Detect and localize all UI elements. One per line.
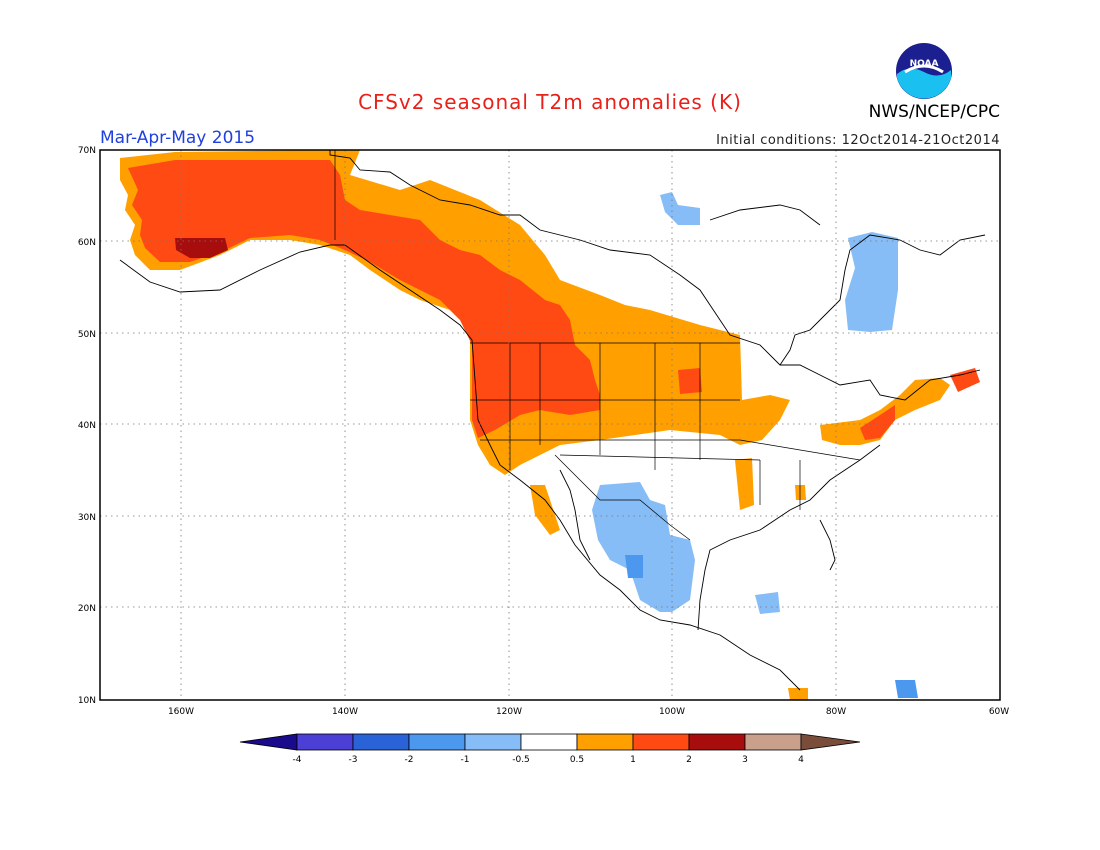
legend-arrow-left — [239, 733, 298, 751]
warm-region-east — [820, 378, 950, 445]
legend-tick: 0.5 — [570, 755, 584, 765]
legend-tick: -4 — [293, 755, 302, 765]
lat-label: 40N — [78, 421, 96, 431]
legend-tick: -2 — [405, 755, 414, 765]
warm-region-core — [128, 160, 600, 438]
legend-swatch — [464, 733, 522, 751]
chart-title: CFSv2 seasonal T2m anomalies (K) — [358, 90, 742, 114]
legend-arrow-right — [800, 733, 861, 751]
legend-tick: 2 — [686, 755, 692, 765]
cool-region-hudson — [845, 232, 898, 332]
coastlines — [119, 150, 986, 691]
lat-label: 30N — [78, 513, 96, 523]
warm-region-maritimes — [950, 368, 980, 392]
lon-label: 120W — [496, 707, 522, 717]
legend-tick: 1 — [630, 755, 636, 765]
warm-region-east-core — [860, 405, 895, 440]
legend-swatch — [296, 733, 354, 751]
logo-text: NOAA — [910, 59, 939, 69]
cool-region-caribbean — [755, 592, 780, 614]
noaa-logo: NOAA — [896, 43, 952, 99]
lon-label: 100W — [659, 707, 685, 717]
warm-region-gulf — [735, 458, 754, 510]
legend-tick: -3 — [349, 755, 358, 765]
axis-labels: 70N 60N 50N 40N 30N 20N 10N 160W 140W 12… — [78, 146, 1009, 717]
cool-region-mexico — [592, 482, 695, 612]
legend-swatch — [408, 733, 466, 751]
warm-region-dakota — [678, 368, 702, 394]
cool-region-south — [895, 680, 918, 698]
lat-label: 20N — [78, 604, 96, 614]
lon-label: 80W — [826, 707, 846, 717]
warm-region-south-tip — [788, 688, 808, 700]
initial-conditions-label: Initial conditions: 12Oct2014-21Oct2014 — [716, 133, 1000, 148]
lat-label: 70N — [78, 146, 96, 156]
cool-region-arctic — [660, 192, 700, 225]
political-borders — [334, 150, 861, 541]
legend-swatch — [576, 733, 634, 751]
legend-tick: 4 — [798, 755, 804, 765]
anomaly-shading — [120, 150, 980, 700]
lat-label: 50N — [78, 330, 96, 340]
legend-swatch — [632, 733, 690, 751]
legend-swatch — [352, 733, 410, 751]
legend-swatch — [688, 733, 746, 751]
lon-label: 60W — [989, 707, 1009, 717]
warm-region-gulf2 — [795, 485, 806, 500]
legend-swatch — [744, 733, 802, 751]
cool-region-mexico-mid — [625, 555, 643, 578]
legend-tick: -0.5 — [512, 755, 530, 765]
organization-label: NWS/NCEP/CPC — [868, 102, 1000, 122]
legend-tick: 3 — [742, 755, 748, 765]
color-legend: -4 -3 -2 -1 -0.5 0.5 1 2 3 4 — [239, 733, 861, 765]
legend-swatch — [520, 733, 578, 751]
map-frame — [99, 149, 1001, 701]
lat-label: 60N — [78, 238, 96, 248]
warm-region-alaska-dark — [175, 238, 228, 258]
lon-label: 140W — [332, 707, 358, 717]
period-label: Mar-Apr-May 2015 — [100, 128, 256, 148]
lon-label: 160W — [168, 707, 194, 717]
lat-label: 10N — [78, 696, 96, 706]
gridlines — [100, 150, 1000, 700]
legend-tick: -1 — [461, 755, 470, 765]
warm-region-socal — [530, 485, 560, 535]
